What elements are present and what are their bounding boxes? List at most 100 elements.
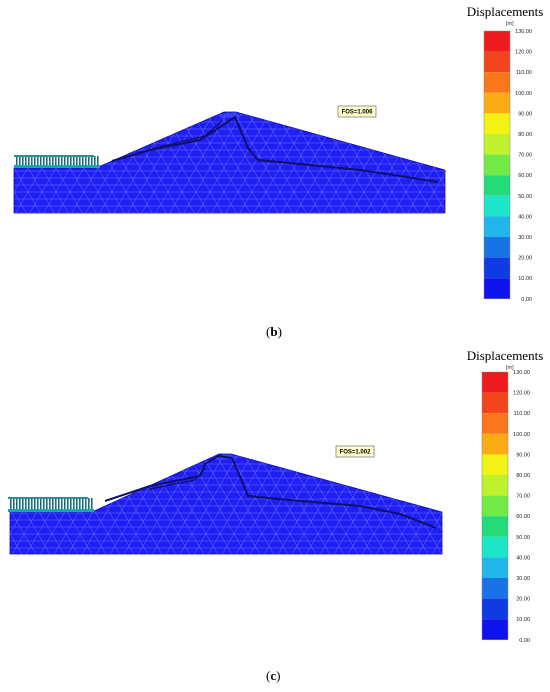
berm-bar (94, 156, 96, 165)
dam-body-b (13, 111, 446, 214)
mesh-line (191, 454, 255, 554)
mesh-line (153, 112, 217, 213)
dam-body-c (9, 453, 443, 555)
mesh-line (189, 112, 253, 213)
berm-bar (49, 156, 51, 165)
legend-tick-label: 60.00 (516, 514, 530, 520)
legend-band (482, 413, 508, 434)
berm-bar (79, 498, 81, 509)
berm-bar (31, 498, 33, 509)
mesh-line (163, 454, 227, 554)
mesh-line (241, 454, 305, 554)
berm-bar (52, 498, 54, 509)
legend-tick-label: 90.00 (518, 111, 532, 117)
berm-bar (40, 156, 42, 165)
legend-title-b: Displacements (467, 4, 544, 19)
berm-bar (88, 498, 90, 509)
berm-bar (97, 156, 99, 165)
berm-bar (85, 498, 87, 509)
legend-tick-label: 30.00 (518, 235, 532, 241)
legend-band (482, 557, 508, 578)
mesh-line (0, 450, 3, 558)
legend-unit-c: [m] (506, 365, 514, 371)
upstream-berm-c (8, 497, 94, 512)
berm-bar (52, 156, 54, 165)
berm-bar (76, 498, 78, 509)
mesh-line (205, 454, 269, 554)
legend-band (484, 154, 510, 176)
legend-frame (481, 371, 509, 641)
berm-bar (61, 498, 63, 509)
berm-bar (82, 498, 84, 509)
mesh-line (185, 454, 249, 554)
berm-top (8, 497, 88, 499)
berm-bar (37, 156, 39, 165)
mesh-line (546, 108, 550, 216)
berm-bar (25, 498, 27, 509)
legend-band (482, 536, 508, 558)
mesh-line (199, 454, 263, 554)
mesh-line (209, 112, 273, 213)
legend-unit-b: [m] (506, 21, 514, 27)
berm-bar (13, 498, 15, 509)
berm-bar (25, 156, 27, 165)
mesh-line (149, 454, 213, 554)
berm-bar (58, 498, 60, 509)
mesh-line (223, 112, 287, 213)
berm-bar (31, 156, 33, 165)
legend-tick-label: 70.00 (516, 494, 530, 500)
legend-band (482, 433, 508, 455)
berm-bar (28, 156, 30, 165)
legend-band (482, 619, 508, 640)
mesh-line (14, 112, 43, 213)
fos-text-c: FOS=1.002 (340, 450, 372, 456)
berm-bar (19, 156, 21, 165)
legend-band (482, 454, 508, 475)
legend-tick-label: 120.00 (515, 50, 532, 56)
berm-bar (22, 498, 24, 509)
legend-band (484, 72, 510, 93)
berm-bar (67, 156, 69, 165)
legend-tick-label: 100.00 (513, 432, 530, 438)
mesh-line (259, 112, 323, 213)
berm-bar (88, 156, 90, 165)
slip-surface-inner-c (149, 467, 206, 490)
slip-surface-c (104, 454, 437, 529)
legend-tick-label: 120.00 (513, 391, 530, 397)
legend-ticks-c: 130.00 120.00 110.00 100.00 90.00 80.00 70.00 6… (513, 370, 530, 644)
berm-bar (85, 156, 87, 165)
berm-bar (37, 498, 39, 509)
legend-tick-label: 80.00 (516, 473, 530, 479)
berm-bar (43, 156, 45, 165)
mesh-line (231, 112, 295, 213)
berm-bar (40, 498, 42, 509)
berm-base (8, 509, 94, 512)
berm-bar (70, 498, 72, 509)
mesh-line (195, 112, 259, 213)
fos-text-b: FOS=1.006 (342, 110, 374, 116)
mesh-line (419, 112, 445, 213)
mesh-line (10, 454, 25, 554)
berm-bar (34, 498, 36, 509)
mesh-line (181, 112, 245, 213)
legend-band (482, 475, 508, 496)
legend-title-c: Displacements (467, 348, 544, 363)
legend-band (484, 278, 510, 299)
mesh-line (14, 112, 29, 213)
berm-bar (16, 156, 18, 165)
legend-band (484, 237, 510, 258)
legend-tick-label: 80.00 (518, 132, 532, 138)
legend-bands-c (481, 371, 509, 641)
berm-bar (55, 498, 57, 509)
legend-tick-label: 50.00 (518, 194, 532, 200)
legend-tick-label: 100.00 (515, 91, 532, 97)
legend-tick-label: 0.00 (521, 297, 532, 303)
upstream-berm-b (14, 155, 100, 168)
mesh-line (219, 454, 283, 554)
model-figure-c: FOS=1.002 Displacements [m] 130.00 120.00… (0, 348, 544, 644)
berm-bar (22, 156, 24, 165)
legend-c: Displacements [m] 130.00 120.00 110.00 100.… (467, 348, 544, 644)
legend-band (484, 113, 510, 134)
mesh-line (213, 454, 277, 554)
slip-surface-b (111, 115, 439, 183)
